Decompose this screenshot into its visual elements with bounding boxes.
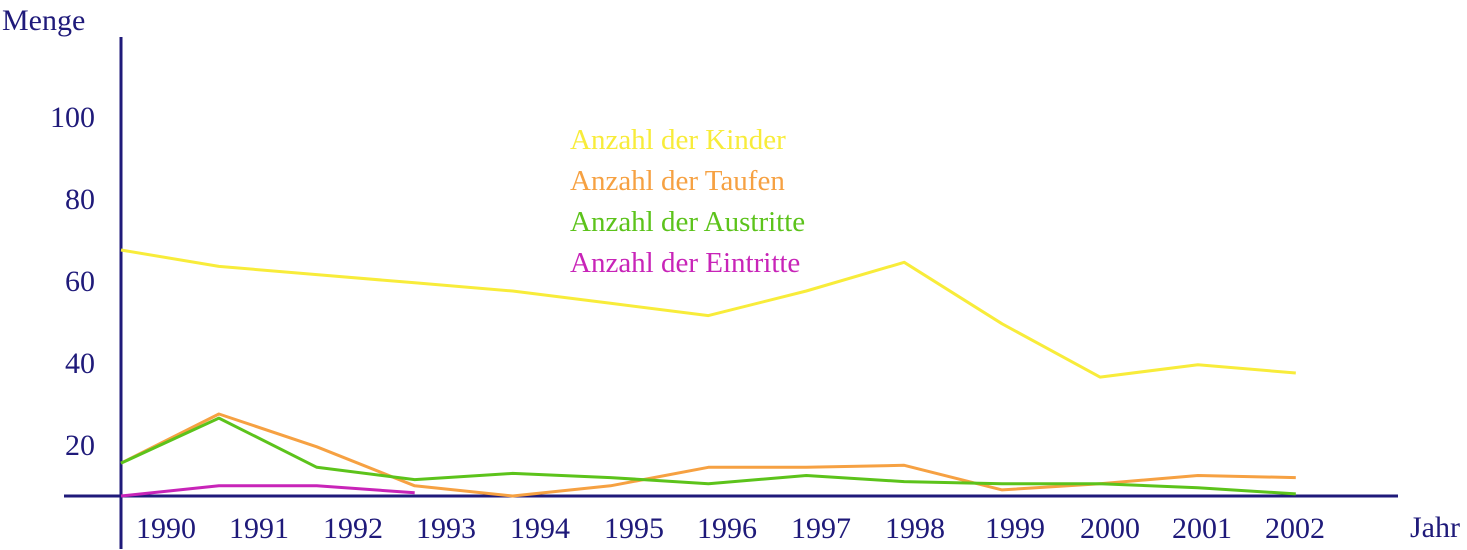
y-tick-labels: 20 40 60 80 100 (50, 101, 95, 462)
y-tick-label: 20 (65, 429, 95, 462)
x-tick-label: 2001 (1172, 512, 1232, 545)
x-tick-label: 1993 (416, 512, 476, 545)
y-tick-label: 100 (50, 101, 95, 134)
x-tick-label: 2000 (1080, 512, 1140, 545)
legend-entry-eintritte: Anzahl der Eintritte (570, 247, 800, 279)
x-tick-label: 1998 (885, 512, 945, 545)
x-tick-label: 1994 (510, 512, 570, 545)
series-line-3 (120, 416, 1296, 496)
x-tick-label: 2002 (1265, 512, 1325, 545)
x-tick-labels: 1990 1991 1992 1993 1994 1995 1996 1997 … (136, 512, 1325, 545)
x-axis-title: Jahr (1410, 511, 1460, 544)
series-lines (120, 248, 1296, 498)
x-tick-label: 1995 (604, 512, 664, 545)
y-tick-label: 60 (65, 265, 95, 298)
x-tick-label: 1992 (323, 512, 383, 545)
legend-entry-austritte: Anzahl der Austritte (570, 206, 805, 238)
legend: Anzahl der Kinder Anzahl der Taufen Anza… (570, 124, 805, 279)
x-tick-label: 1996 (697, 512, 757, 545)
legend-entry-taufen: Anzahl der Taufen (570, 165, 785, 197)
x-tick-label: 1990 (136, 512, 196, 545)
y-axis-title: Menge (2, 4, 85, 37)
y-tick-label: 40 (65, 347, 95, 380)
legend-entry-kinder: Anzahl der Kinder (570, 124, 786, 156)
y-tick-label: 80 (65, 183, 95, 216)
x-tick-label: 1991 (229, 512, 289, 545)
series-line-1 (120, 248, 1296, 379)
x-tick-label: 1999 (985, 512, 1045, 545)
series-line-4 (120, 484, 415, 498)
x-tick-label: 1997 (791, 512, 851, 545)
